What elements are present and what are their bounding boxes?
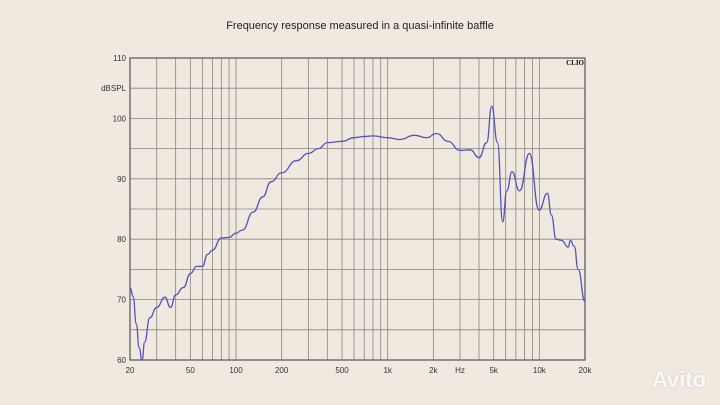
x-tick-label: 100 (229, 366, 243, 375)
y-tick-label: 70 (117, 296, 126, 305)
x-axis-label: Hz (455, 366, 465, 375)
y-tick-label: 100 (113, 114, 127, 123)
series-line-frequency-response (129, 105, 586, 361)
x-tick-label: 20 (126, 366, 135, 375)
y-tick-label: 90 (117, 175, 126, 184)
y-tick-label: 110 (113, 54, 126, 63)
y-tick-label: 80 (117, 235, 126, 244)
x-tick-label: 50 (186, 366, 195, 375)
x-tick-label: 2k (429, 366, 438, 375)
chart-title: Frequency response measured in a quasi-i… (226, 20, 494, 32)
x-tick-label: 20k (579, 366, 593, 375)
x-tick-label: 200 (275, 366, 289, 375)
x-tick-label: 10k (533, 366, 547, 375)
plot-frame (129, 57, 586, 361)
y-tick-label: 60 (117, 356, 126, 365)
x-tick-label: 1k (383, 366, 392, 375)
clio-brand-label: CLIO (566, 59, 584, 67)
y-axis-label: dBSPL (101, 84, 126, 93)
x-tick-label: 500 (335, 366, 349, 375)
avito-watermark: Avito (651, 367, 706, 392)
x-tick-label: 5k (489, 366, 498, 375)
